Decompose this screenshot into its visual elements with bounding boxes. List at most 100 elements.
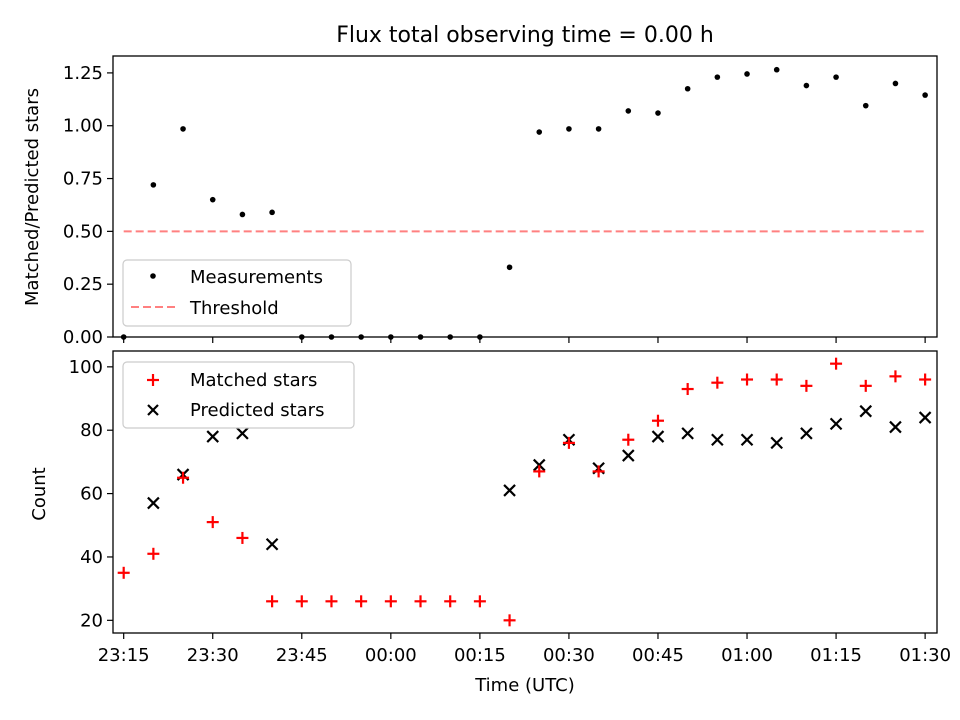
legend-matched-label: Matched stars bbox=[190, 370, 317, 391]
x-tick-label: 23:30 bbox=[187, 645, 239, 666]
matched-stars-point bbox=[830, 357, 843, 370]
top-y-tick-label: 1.25 bbox=[63, 63, 103, 84]
predicted-stars-point bbox=[651, 430, 665, 443]
top-axes-frame bbox=[112, 55, 938, 338]
predicted-stars-point bbox=[829, 417, 843, 431]
measurement-point bbox=[566, 126, 572, 132]
matched-stars-point bbox=[266, 595, 279, 608]
matched-stars-point bbox=[711, 376, 724, 389]
top-y-tick-label: 0.75 bbox=[63, 169, 103, 190]
matched-stars-point bbox=[325, 595, 338, 608]
x-tick-label: 01:15 bbox=[810, 645, 862, 666]
matched-stars-point bbox=[355, 595, 368, 608]
bottom-y-tick-label: 80 bbox=[80, 420, 103, 441]
matched-stars-point bbox=[622, 433, 635, 446]
bottom-y-axis-label: Count bbox=[29, 467, 50, 520]
measurement-point bbox=[180, 126, 186, 132]
matched-stars-point bbox=[503, 614, 516, 627]
top-y-ticks: 0.00 0.25 0.50 0.75 1.00 1.25 bbox=[63, 63, 113, 348]
matched-stars-point bbox=[800, 379, 813, 392]
bottom-legend: Matched stars Predicted stars bbox=[122, 361, 355, 429]
bottom-y-tick-label: 60 bbox=[80, 484, 103, 505]
x-tick-label: 23:15 bbox=[98, 645, 150, 666]
matched-stars-point bbox=[741, 373, 754, 386]
legend-threshold-label: Threshold bbox=[189, 298, 279, 319]
matched-stars-point bbox=[889, 370, 902, 383]
predicted-stars-point bbox=[503, 484, 516, 497]
measurement-point bbox=[773, 66, 780, 73]
matched-stars-point bbox=[117, 566, 130, 579]
predicted-stars-point bbox=[236, 427, 249, 440]
matched-stars-point bbox=[236, 531, 249, 544]
matched-stars-point bbox=[859, 379, 872, 392]
top-x-ticks bbox=[123, 337, 926, 343]
predicted-stars-point bbox=[711, 433, 724, 446]
top-legend-box bbox=[122, 259, 352, 327]
bottom-x-ticks: 23:15 23:30 23:45 00:00 00:15 00:30 00:45 01:00… bbox=[98, 633, 951, 666]
measurement-point bbox=[595, 126, 602, 132]
matched-stars-point bbox=[384, 595, 397, 608]
legend-predicted-label: Predicted stars bbox=[190, 400, 324, 421]
legend-matched-marker bbox=[147, 374, 159, 386]
matched-stars-point bbox=[533, 465, 546, 478]
matched-stars-point bbox=[147, 547, 160, 560]
x-tick-label: 00:45 bbox=[632, 645, 684, 666]
bottom-panel: 20 40 60 80 100 23:15 23:30 23:45 00:00 00:15 00:… bbox=[29, 350, 951, 696]
measurement-point bbox=[269, 209, 275, 216]
top-y-tick-label: 1.00 bbox=[63, 116, 103, 137]
measurement-point bbox=[298, 334, 305, 340]
chart-title: Flux total observing time = 0.00 h bbox=[336, 23, 714, 48]
x-axis-label: Time (UTC) bbox=[474, 675, 575, 696]
matched-stars-series bbox=[117, 357, 932, 627]
bottom-y-tick-label: 20 bbox=[80, 610, 103, 631]
legend-measurements-marker bbox=[150, 273, 156, 279]
predicted-stars-point bbox=[681, 427, 694, 440]
top-panel: 0.00 0.25 0.50 0.75 1.00 1.25 Matched/Predict… bbox=[22, 55, 938, 348]
matched-stars-point bbox=[295, 595, 308, 608]
measurement-point bbox=[744, 71, 750, 77]
measurement-point bbox=[417, 334, 424, 340]
matched-stars-point bbox=[206, 516, 219, 529]
bottom-legend-box bbox=[122, 361, 355, 429]
predicted-stars-point bbox=[532, 458, 546, 472]
measurement-point bbox=[150, 182, 157, 188]
measurement-point bbox=[120, 334, 127, 340]
matched-stars-point bbox=[592, 465, 605, 478]
measurement-point bbox=[922, 92, 928, 98]
predicted-stars-point bbox=[770, 436, 783, 450]
measurement-point bbox=[684, 85, 691, 92]
top-y-axis-label: Matched/Predicted stars bbox=[22, 88, 43, 306]
top-y-tick-label: 0.50 bbox=[63, 221, 103, 242]
bottom-y-tick-label: 40 bbox=[80, 547, 103, 568]
top-y-tick-label: 0.00 bbox=[63, 327, 103, 348]
predicted-stars-point bbox=[740, 433, 754, 446]
legend-predicted-marker bbox=[147, 404, 159, 416]
matched-stars-point bbox=[562, 436, 575, 449]
matched-stars-point bbox=[473, 595, 486, 608]
measurement-point bbox=[447, 334, 453, 340]
measurement-point bbox=[536, 129, 543, 135]
measurement-point bbox=[803, 82, 810, 89]
measurement-point bbox=[477, 334, 483, 340]
matched-stars-point bbox=[681, 383, 694, 396]
x-tick-label: 00:00 bbox=[365, 645, 417, 666]
bottom-y-tick-label: 100 bbox=[69, 357, 103, 378]
top-legend: Measurements Threshold bbox=[122, 259, 352, 327]
top-y-tick-label: 0.25 bbox=[63, 274, 103, 295]
matched-stars-point bbox=[651, 414, 664, 427]
bottom-axes-frame bbox=[112, 350, 938, 634]
measurement-point bbox=[625, 108, 632, 114]
measurement-point bbox=[655, 110, 661, 116]
measurements-series bbox=[120, 66, 928, 340]
x-tick-label: 01:30 bbox=[899, 645, 951, 666]
predicted-stars-point bbox=[622, 449, 635, 462]
matched-stars-point bbox=[919, 373, 932, 386]
measurement-point bbox=[239, 211, 246, 218]
legend-measurements-label: Measurements bbox=[190, 267, 323, 288]
x-tick-label: 00:30 bbox=[543, 645, 595, 666]
predicted-stars-point bbox=[918, 411, 932, 424]
measurement-point bbox=[506, 264, 513, 271]
matched-stars-point bbox=[444, 595, 457, 608]
matched-stars-point bbox=[770, 373, 783, 386]
